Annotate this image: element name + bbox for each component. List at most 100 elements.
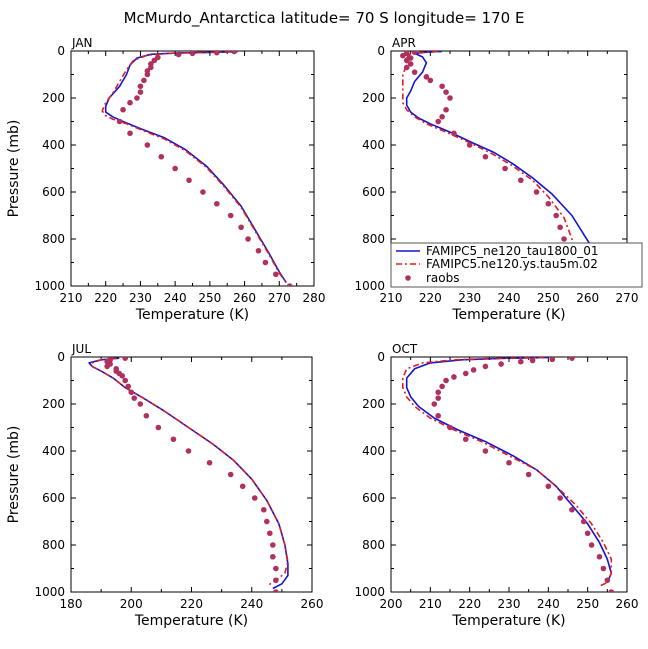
- raobs-point-jul: [143, 412, 150, 419]
- plot-area-jan: [101, 51, 293, 286]
- figure-title: McMurdo_Antarctica latitude= 70 S longit…: [124, 9, 525, 28]
- series-line-tau1800-oct: [405, 357, 613, 583]
- raobs-point-jan: [151, 57, 158, 64]
- x-tick-label-jan: 240: [164, 291, 187, 305]
- x-axis-label-oct: Temperature (K): [451, 613, 565, 629]
- raobs-point-jul: [122, 357, 129, 361]
- raobs-point-jul: [273, 589, 279, 592]
- raobs-point-apr: [447, 95, 453, 101]
- raobs-point-oct: [443, 377, 449, 384]
- y-tick-label-apr: 200: [362, 91, 385, 105]
- raobs-point-apr: [553, 212, 559, 219]
- raobs-point-jul: [261, 506, 267, 513]
- y-tick-label-jan: 600: [42, 185, 65, 199]
- x-tick-label-apr: 210: [380, 291, 403, 305]
- y-tick-label-apr: 400: [362, 138, 385, 152]
- raobs-point-jan: [127, 99, 133, 106]
- raobs-point-apr: [443, 106, 449, 113]
- raobs-point-apr: [557, 224, 563, 231]
- raobs-point-oct: [584, 530, 591, 537]
- raobs-point-jan: [186, 177, 192, 184]
- raobs-point-jul: [185, 448, 192, 454]
- x-axis-label-jan: Temperature (K): [135, 307, 249, 323]
- raobs-point-apr: [502, 165, 508, 172]
- raobs-point-jan: [144, 142, 151, 148]
- raobs-point-jul: [267, 530, 273, 537]
- raobs-point-jan: [137, 89, 144, 95]
- y-tick-label-oct: 600: [362, 491, 385, 505]
- series-line-tau5m-jan: [101, 51, 287, 283]
- x-tick-label-oct: 250: [576, 597, 599, 611]
- raobs-point-oct: [580, 518, 587, 525]
- y-tick-label-oct: 200: [362, 397, 385, 411]
- x-tick-label-jan: 250: [198, 291, 221, 305]
- raobs-point-oct: [506, 459, 512, 466]
- raobs-point-oct: [529, 357, 536, 364]
- raobs-point-apr: [482, 153, 489, 160]
- raobs-point-jan: [255, 247, 262, 254]
- series-line-tau1800-apr: [405, 51, 605, 280]
- legend-box: [390, 242, 643, 288]
- raobs-point-oct: [596, 553, 603, 560]
- raobs-point-oct: [588, 542, 595, 548]
- raobs-point-jul: [264, 518, 270, 525]
- series-line-tau5m-oct: [402, 357, 613, 587]
- raobs-point-jul: [251, 495, 258, 501]
- y-tick-label-jan: 1000: [34, 279, 65, 293]
- plot-frame-oct: [390, 356, 628, 593]
- raobs-point-oct: [431, 401, 438, 407]
- y-tick-label-jan: 800: [42, 232, 65, 246]
- panel-label-apr: APR: [392, 36, 416, 50]
- raobs-point-oct: [435, 412, 442, 419]
- raobs-point-jan: [214, 51, 220, 56]
- raobs-point-jan: [273, 271, 279, 278]
- raobs-point-jan: [144, 71, 151, 78]
- raobs-point-oct: [557, 495, 563, 501]
- raobs-point-oct: [608, 589, 615, 592]
- raobs-point-jul: [270, 542, 276, 548]
- legend-label: FAMIPC5_ne120_tau1800_01: [426, 244, 599, 258]
- x-tick-label-apr: 230: [458, 291, 481, 305]
- x-tick-label-jul: 200: [120, 597, 143, 611]
- raobs-point-oct: [518, 358, 524, 365]
- y-tick-label-oct: 0: [377, 350, 385, 364]
- raobs-point-oct: [451, 374, 457, 380]
- y-tick-label-jul: 400: [42, 444, 65, 458]
- x-tick-label-jan: 210: [60, 291, 83, 305]
- raobs-point-jul: [137, 401, 144, 407]
- y-tick-label-jul: 200: [42, 397, 65, 411]
- legend-swatch-raobs: [405, 275, 411, 281]
- raobs-point-oct: [462, 370, 469, 377]
- raobs-point-apr: [427, 77, 434, 84]
- raobs-point-apr: [466, 142, 473, 148]
- raobs-point-apr: [439, 114, 445, 120]
- raobs-point-jan: [116, 118, 123, 125]
- y-tick-label-jul: 600: [42, 491, 65, 505]
- y-tick-label-jul: 800: [42, 538, 65, 552]
- raobs-point-jan: [120, 106, 126, 113]
- raobs-point-jan: [137, 83, 144, 90]
- plot-area-oct: [402, 357, 615, 592]
- raobs-point-jul: [125, 383, 132, 390]
- panel-label-jan: JAN: [71, 36, 93, 50]
- raobs-point-jan: [175, 51, 182, 58]
- x-tick-label-jul: 240: [240, 597, 263, 611]
- raobs-point-apr: [403, 57, 410, 64]
- raobs-point-jul: [131, 395, 138, 401]
- x-tick-label-oct: 220: [458, 597, 481, 611]
- y-tick-label-apr: 0: [377, 44, 385, 58]
- raobs-point-jan: [172, 165, 178, 172]
- raobs-point-jan: [158, 153, 165, 160]
- raobs-point-oct: [549, 357, 556, 363]
- x-tick-label-oct: 260: [616, 597, 639, 611]
- x-tick-label-apr: 270: [616, 291, 639, 305]
- legend: FAMIPC5_ne120_tau1800_01FAMIPC5.ne120.ys…: [390, 242, 643, 288]
- y-axis-label-jul: Pressure (mb): [6, 426, 22, 524]
- raobs-point-jan: [227, 212, 234, 219]
- raobs-point-jul: [270, 553, 276, 560]
- raobs-point-apr: [411, 69, 418, 75]
- y-tick-label-jan: 200: [42, 91, 65, 105]
- x-tick-label-jan: 230: [129, 291, 152, 305]
- raobs-point-oct: [600, 565, 607, 572]
